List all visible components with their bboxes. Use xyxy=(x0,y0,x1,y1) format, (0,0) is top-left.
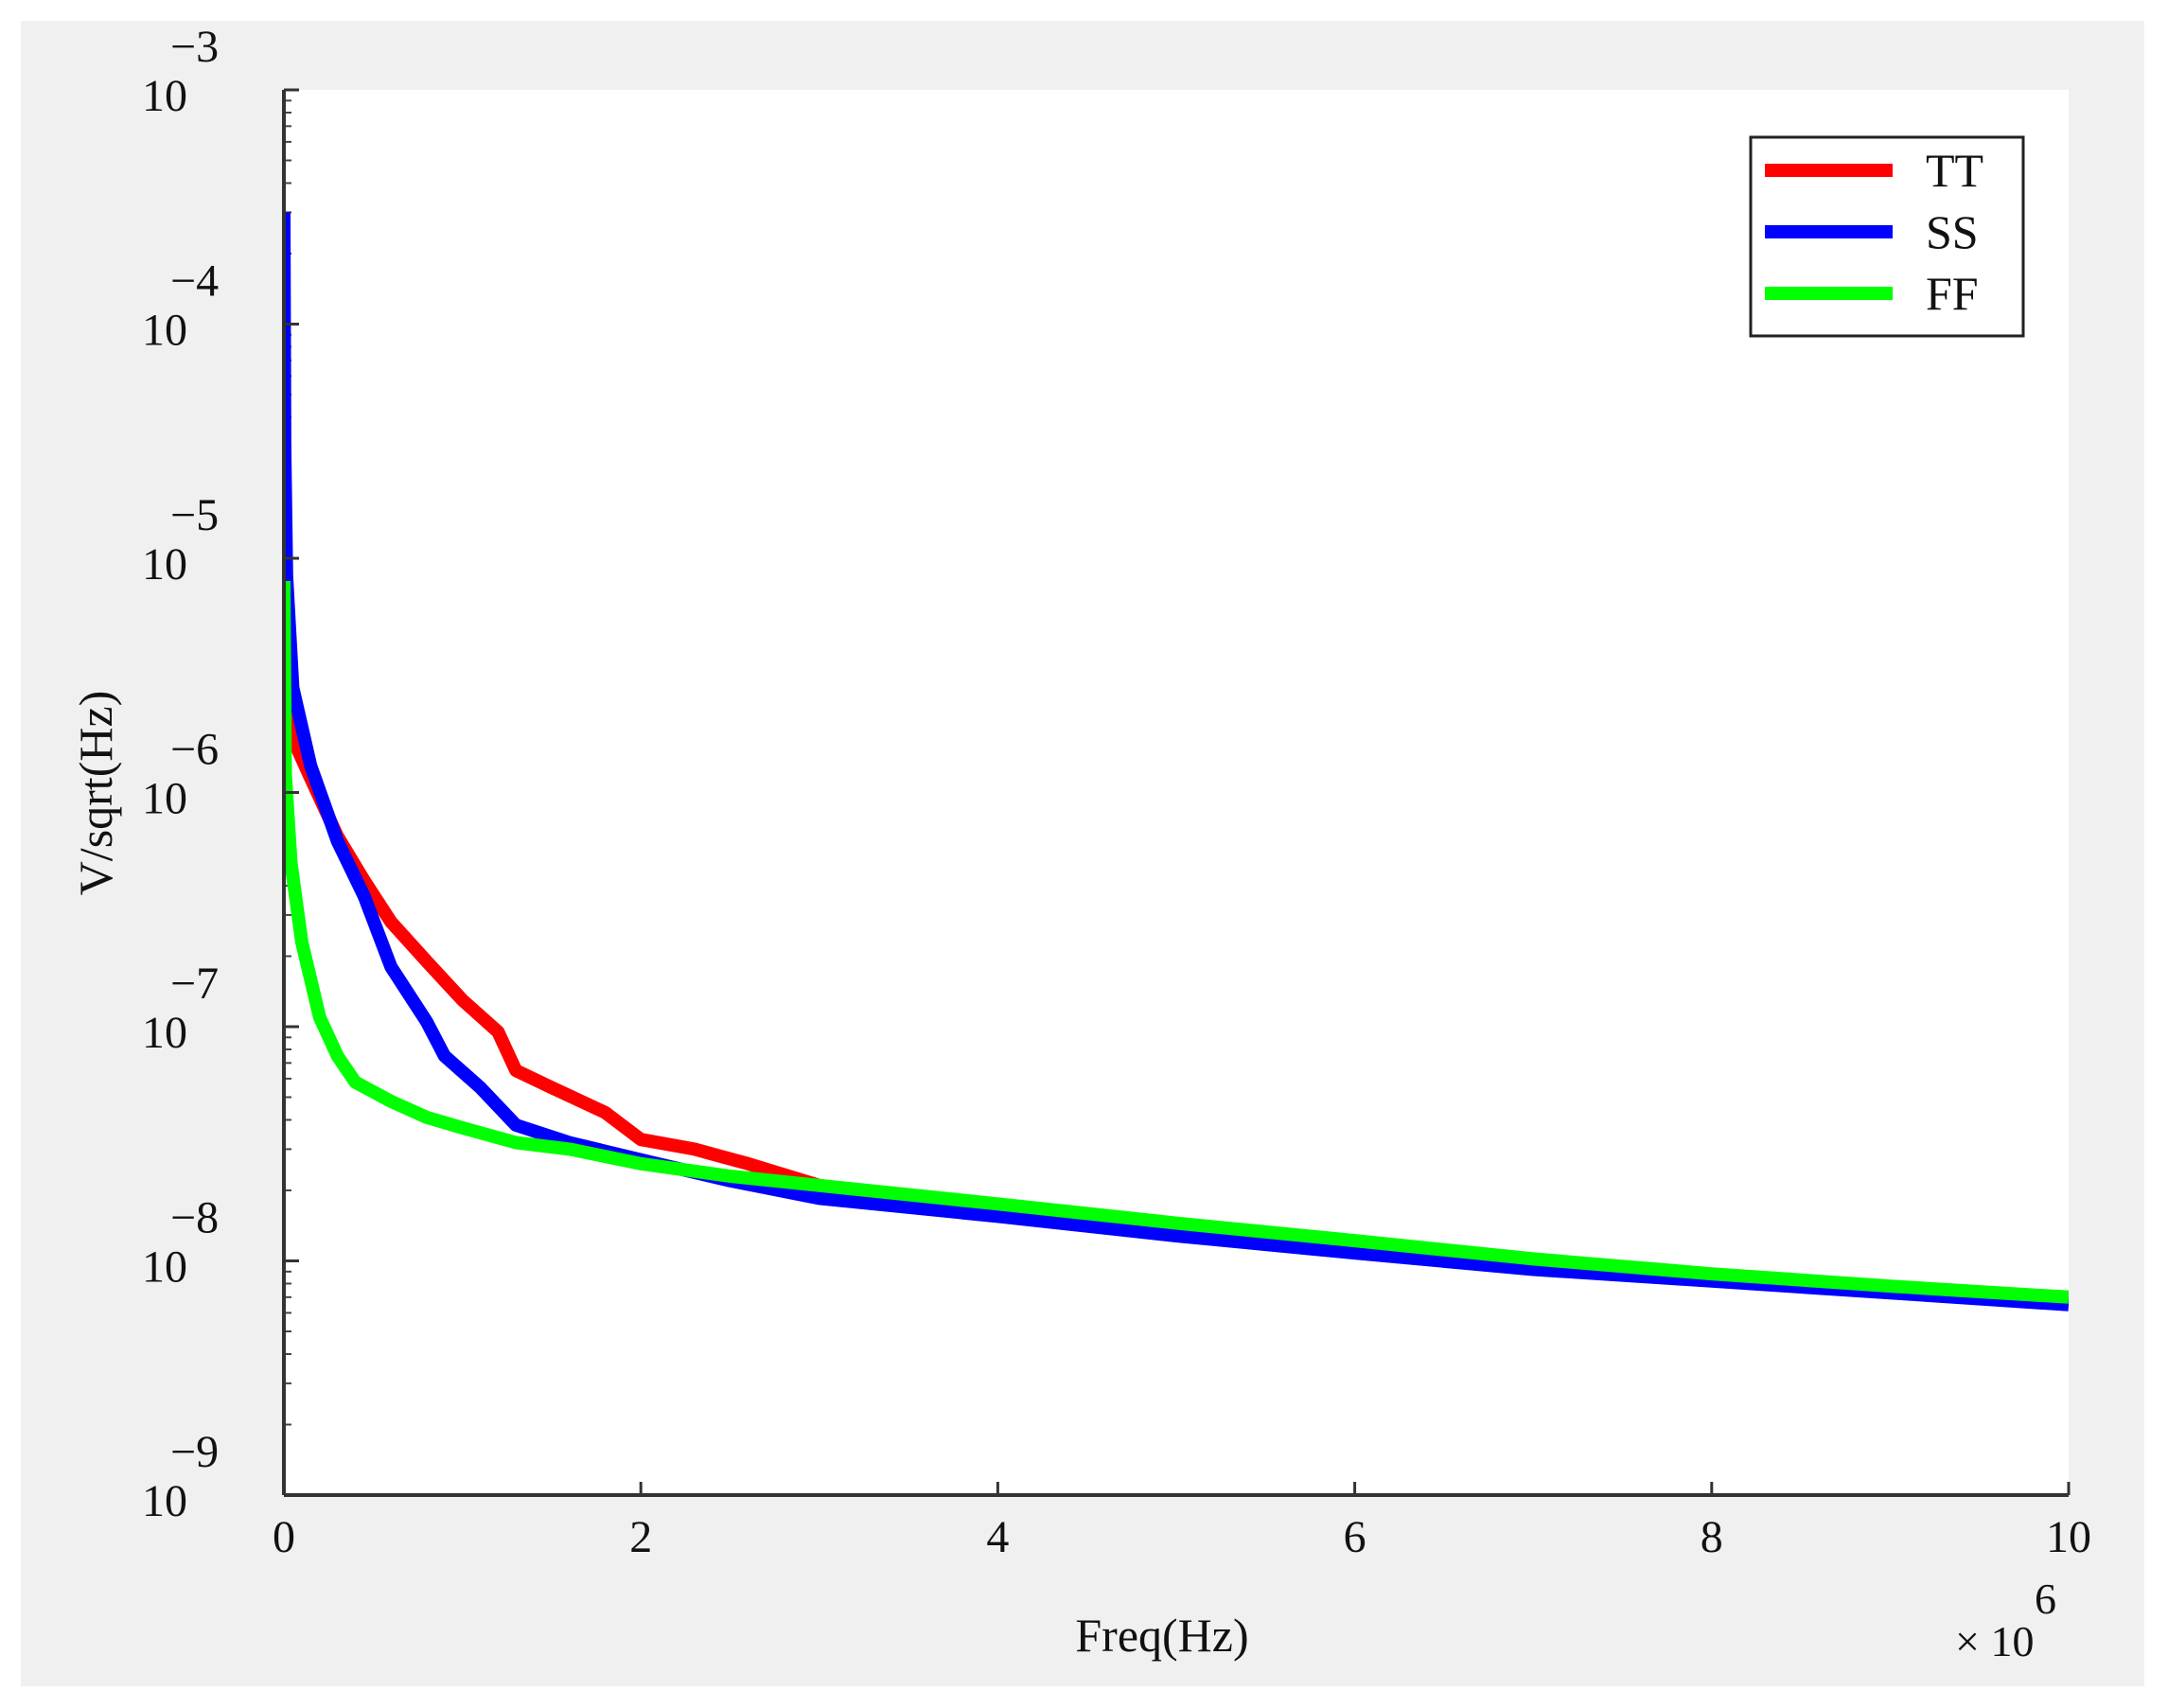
y-tick-base: 10 xyxy=(142,1242,187,1293)
x-axis-label: Freq(Hz) xyxy=(1075,1609,1248,1662)
y-tick-base: 10 xyxy=(142,1008,187,1058)
legend-label-ss: SS xyxy=(1926,205,1979,258)
y-tick-base: 10 xyxy=(142,539,187,590)
x-tick-label: 10 xyxy=(2046,1512,2091,1562)
legend-label-ff: FF xyxy=(1926,267,1979,320)
x-multiplier-prefix: × 10 xyxy=(1955,1617,2034,1665)
y-tick-exponent: −3 xyxy=(170,22,219,72)
legend-label-tt: TT xyxy=(1926,144,1983,197)
y-tick-base: 10 xyxy=(142,71,187,121)
x-ticks: 0 2 4 6 8 10 xyxy=(273,1482,2091,1562)
y-tick-base: 10 xyxy=(142,774,187,824)
x-tick-label: 8 xyxy=(1701,1512,1723,1562)
y-axis-label: V/sqrt(Hz) xyxy=(69,691,122,896)
y-tick-exponent: −6 xyxy=(170,725,219,775)
x-tick-label: 4 xyxy=(986,1512,1009,1562)
legend: TT SS FF xyxy=(1749,135,2025,338)
x-multiplier-exponent: 6 xyxy=(2035,1575,2056,1623)
series-line-ss xyxy=(284,212,2069,1312)
y-tick-exponent: −5 xyxy=(170,490,219,540)
y-tick-base: 10 xyxy=(142,306,187,356)
x-tick-label: 0 xyxy=(273,1512,295,1562)
x-tick-label: 2 xyxy=(629,1512,652,1562)
y-ticks: 10−310−410−510−610−710−810−9 xyxy=(142,22,299,1526)
y-tick-exponent: −7 xyxy=(170,959,219,1009)
y-tick-exponent: −8 xyxy=(170,1193,219,1243)
x-tick-label: 6 xyxy=(1344,1512,1366,1562)
series-layer xyxy=(284,212,2069,1312)
y-tick-base: 10 xyxy=(142,1476,187,1526)
series-line-ff xyxy=(284,580,2069,1304)
y-tick-exponent: −9 xyxy=(170,1427,219,1477)
y-tick-exponent: −4 xyxy=(170,256,219,307)
